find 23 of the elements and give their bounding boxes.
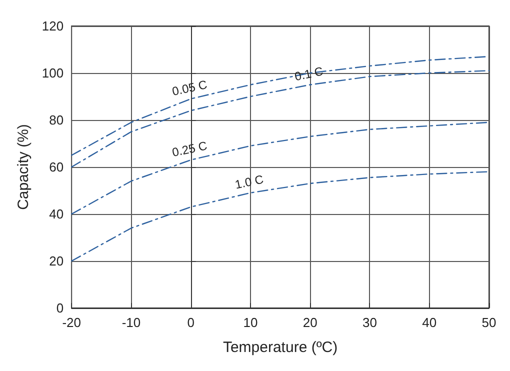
- y-tick-label: 100: [42, 66, 64, 80]
- text: 0.05 C: [170, 77, 209, 98]
- text: 0.25 C: [170, 138, 209, 160]
- line-series: [70, 171, 490, 262]
- text: 1.0 C: [234, 172, 266, 192]
- y-tick-label: 0: [56, 300, 64, 316]
- x-tick-label: -20: [62, 315, 81, 330]
- line-series: [70, 122, 490, 215]
- x-tick-label: 20: [302, 315, 318, 330]
- x-tick-label: 40: [422, 315, 437, 330]
- y-tick-label: 20: [49, 254, 64, 268]
- y-axis-title: Capacity (%): [15, 124, 32, 210]
- x-tick-label: 10: [243, 315, 258, 330]
- x-tick-label: 50: [482, 315, 496, 330]
- y-tick-label: 80: [49, 112, 64, 128]
- y-tick-label: 120: [42, 18, 64, 34]
- x-axis-title: Temperature (ºC): [222, 339, 338, 356]
- y-tick-label: 40: [49, 206, 64, 222]
- y-tick-label: 60: [49, 160, 64, 174]
- x-tick-label: -10: [122, 315, 141, 330]
- text: 0.1 C: [293, 64, 325, 84]
- x-tick-label: 0: [187, 315, 194, 330]
- x-tick-label: 30: [362, 315, 377, 330]
